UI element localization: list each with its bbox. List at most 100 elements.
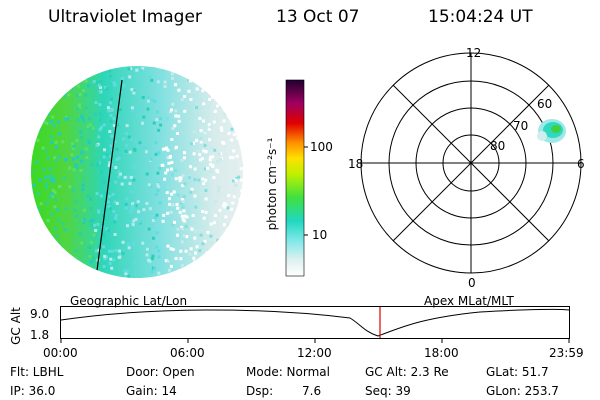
globe-pixel — [44, 176, 47, 179]
colorbar-tick-100: 100 — [310, 140, 333, 154]
globe-pixel — [164, 64, 167, 67]
lat-label-70: 70 — [513, 119, 528, 133]
globe-pixel — [149, 207, 152, 210]
globe-pixel — [95, 101, 98, 104]
globe-pixel — [141, 122, 144, 125]
globe-pixel — [63, 95, 66, 98]
globe-pixel — [55, 159, 58, 162]
globe-pixel — [64, 158, 67, 161]
globe-pixel — [67, 265, 70, 268]
globe-pixel — [213, 64, 216, 67]
timeline-tick-0000: 00:00 — [43, 346, 78, 360]
globe-pixel — [72, 189, 75, 192]
globe-pixel — [95, 249, 98, 252]
globe-pixel — [80, 160, 83, 163]
globe-pixel — [220, 67, 223, 70]
globe-pixel — [171, 77, 174, 80]
globe-pixel — [194, 168, 197, 171]
globe-pixel — [139, 277, 142, 280]
globe-pixel — [190, 142, 193, 145]
globe-pixel — [90, 241, 93, 244]
globe-pixel — [174, 83, 177, 86]
globe-pixel — [107, 201, 110, 204]
globe-pixel — [150, 79, 153, 82]
globe-pixel — [45, 266, 48, 269]
globe-pixel — [214, 84, 217, 87]
globe-pixel — [128, 75, 131, 78]
globe-pixel — [188, 90, 191, 93]
globe-pixel — [35, 101, 38, 104]
globe-pixel — [139, 84, 142, 87]
globe-pixel — [202, 279, 205, 280]
globe-pixel — [202, 149, 205, 152]
globe-pixel — [91, 272, 94, 275]
globe-pixel — [40, 202, 43, 205]
globe-pixel — [198, 117, 201, 120]
globe-pixel — [89, 198, 92, 201]
globe-pixel — [193, 237, 196, 240]
globe-pixel — [54, 198, 57, 201]
globe-pixel — [248, 228, 249, 231]
globe-pixel — [68, 185, 71, 188]
globe-pixel — [92, 257, 95, 260]
globe-pixel — [103, 62, 106, 65]
globe-pixel — [181, 159, 184, 162]
globe-pixel — [170, 265, 173, 268]
globe-pixel — [181, 69, 184, 72]
globe-pixel — [125, 144, 128, 147]
globe-pixel — [228, 236, 231, 239]
globe-pixel — [148, 228, 151, 231]
globe-pixel — [177, 89, 180, 92]
globe-pixel — [200, 138, 203, 141]
globe-pixel — [99, 113, 102, 116]
globe-pixel — [88, 255, 91, 258]
globe-pixel — [205, 248, 208, 251]
globe-pixel — [213, 121, 216, 124]
globe-pixel — [223, 119, 226, 122]
globe-pixel — [164, 172, 167, 175]
globe-pixel — [179, 257, 182, 260]
globe-pixel — [170, 168, 173, 171]
globe-pixel — [106, 153, 109, 156]
globe-pixel — [212, 176, 215, 179]
globe-pixel — [51, 99, 54, 102]
globe-pixel — [201, 242, 204, 245]
globe-pixel — [187, 277, 190, 280]
globe-pixel — [217, 91, 220, 94]
globe-pixel — [67, 93, 70, 96]
globe-pixel — [56, 259, 59, 262]
info-ip: IP: 36.0 — [10, 384, 55, 398]
timeline-tick-0600: 06:00 — [170, 346, 205, 360]
globe-pixel — [58, 85, 61, 88]
globe-pixel — [191, 188, 194, 191]
globe-pixel — [239, 198, 242, 201]
globe-pixel — [195, 139, 198, 142]
globe-pixel — [46, 231, 49, 234]
globe-pixel — [130, 210, 133, 213]
globe-pixel — [47, 219, 50, 222]
globe-pixel — [167, 162, 170, 165]
globe-pixel — [240, 104, 243, 107]
globe-pixel — [179, 250, 182, 253]
globe-pixel — [30, 190, 33, 193]
globe-pixel — [113, 221, 116, 224]
globe-pixel — [50, 212, 53, 215]
globe-pixel — [185, 250, 188, 253]
globe-pixel — [228, 132, 231, 135]
globe-pixel — [31, 202, 34, 205]
info-glat: GLat: 51.7 — [486, 365, 549, 379]
globe-pixel — [245, 84, 248, 87]
timeline-tick-1200: 12:00 — [297, 346, 332, 360]
globe-pixel — [200, 275, 203, 278]
globe-pixel — [244, 203, 247, 206]
globe-image — [26, 60, 248, 280]
globe-pixel — [135, 69, 138, 72]
globe-pixel — [240, 179, 243, 182]
globe-pixel — [109, 75, 112, 78]
globe-pixel — [128, 246, 131, 249]
globe-pixel — [66, 61, 69, 64]
globe-pixel — [222, 96, 225, 99]
globe-pixel — [45, 122, 48, 125]
globe-pixel — [27, 227, 30, 230]
globe-pixel — [115, 214, 118, 217]
